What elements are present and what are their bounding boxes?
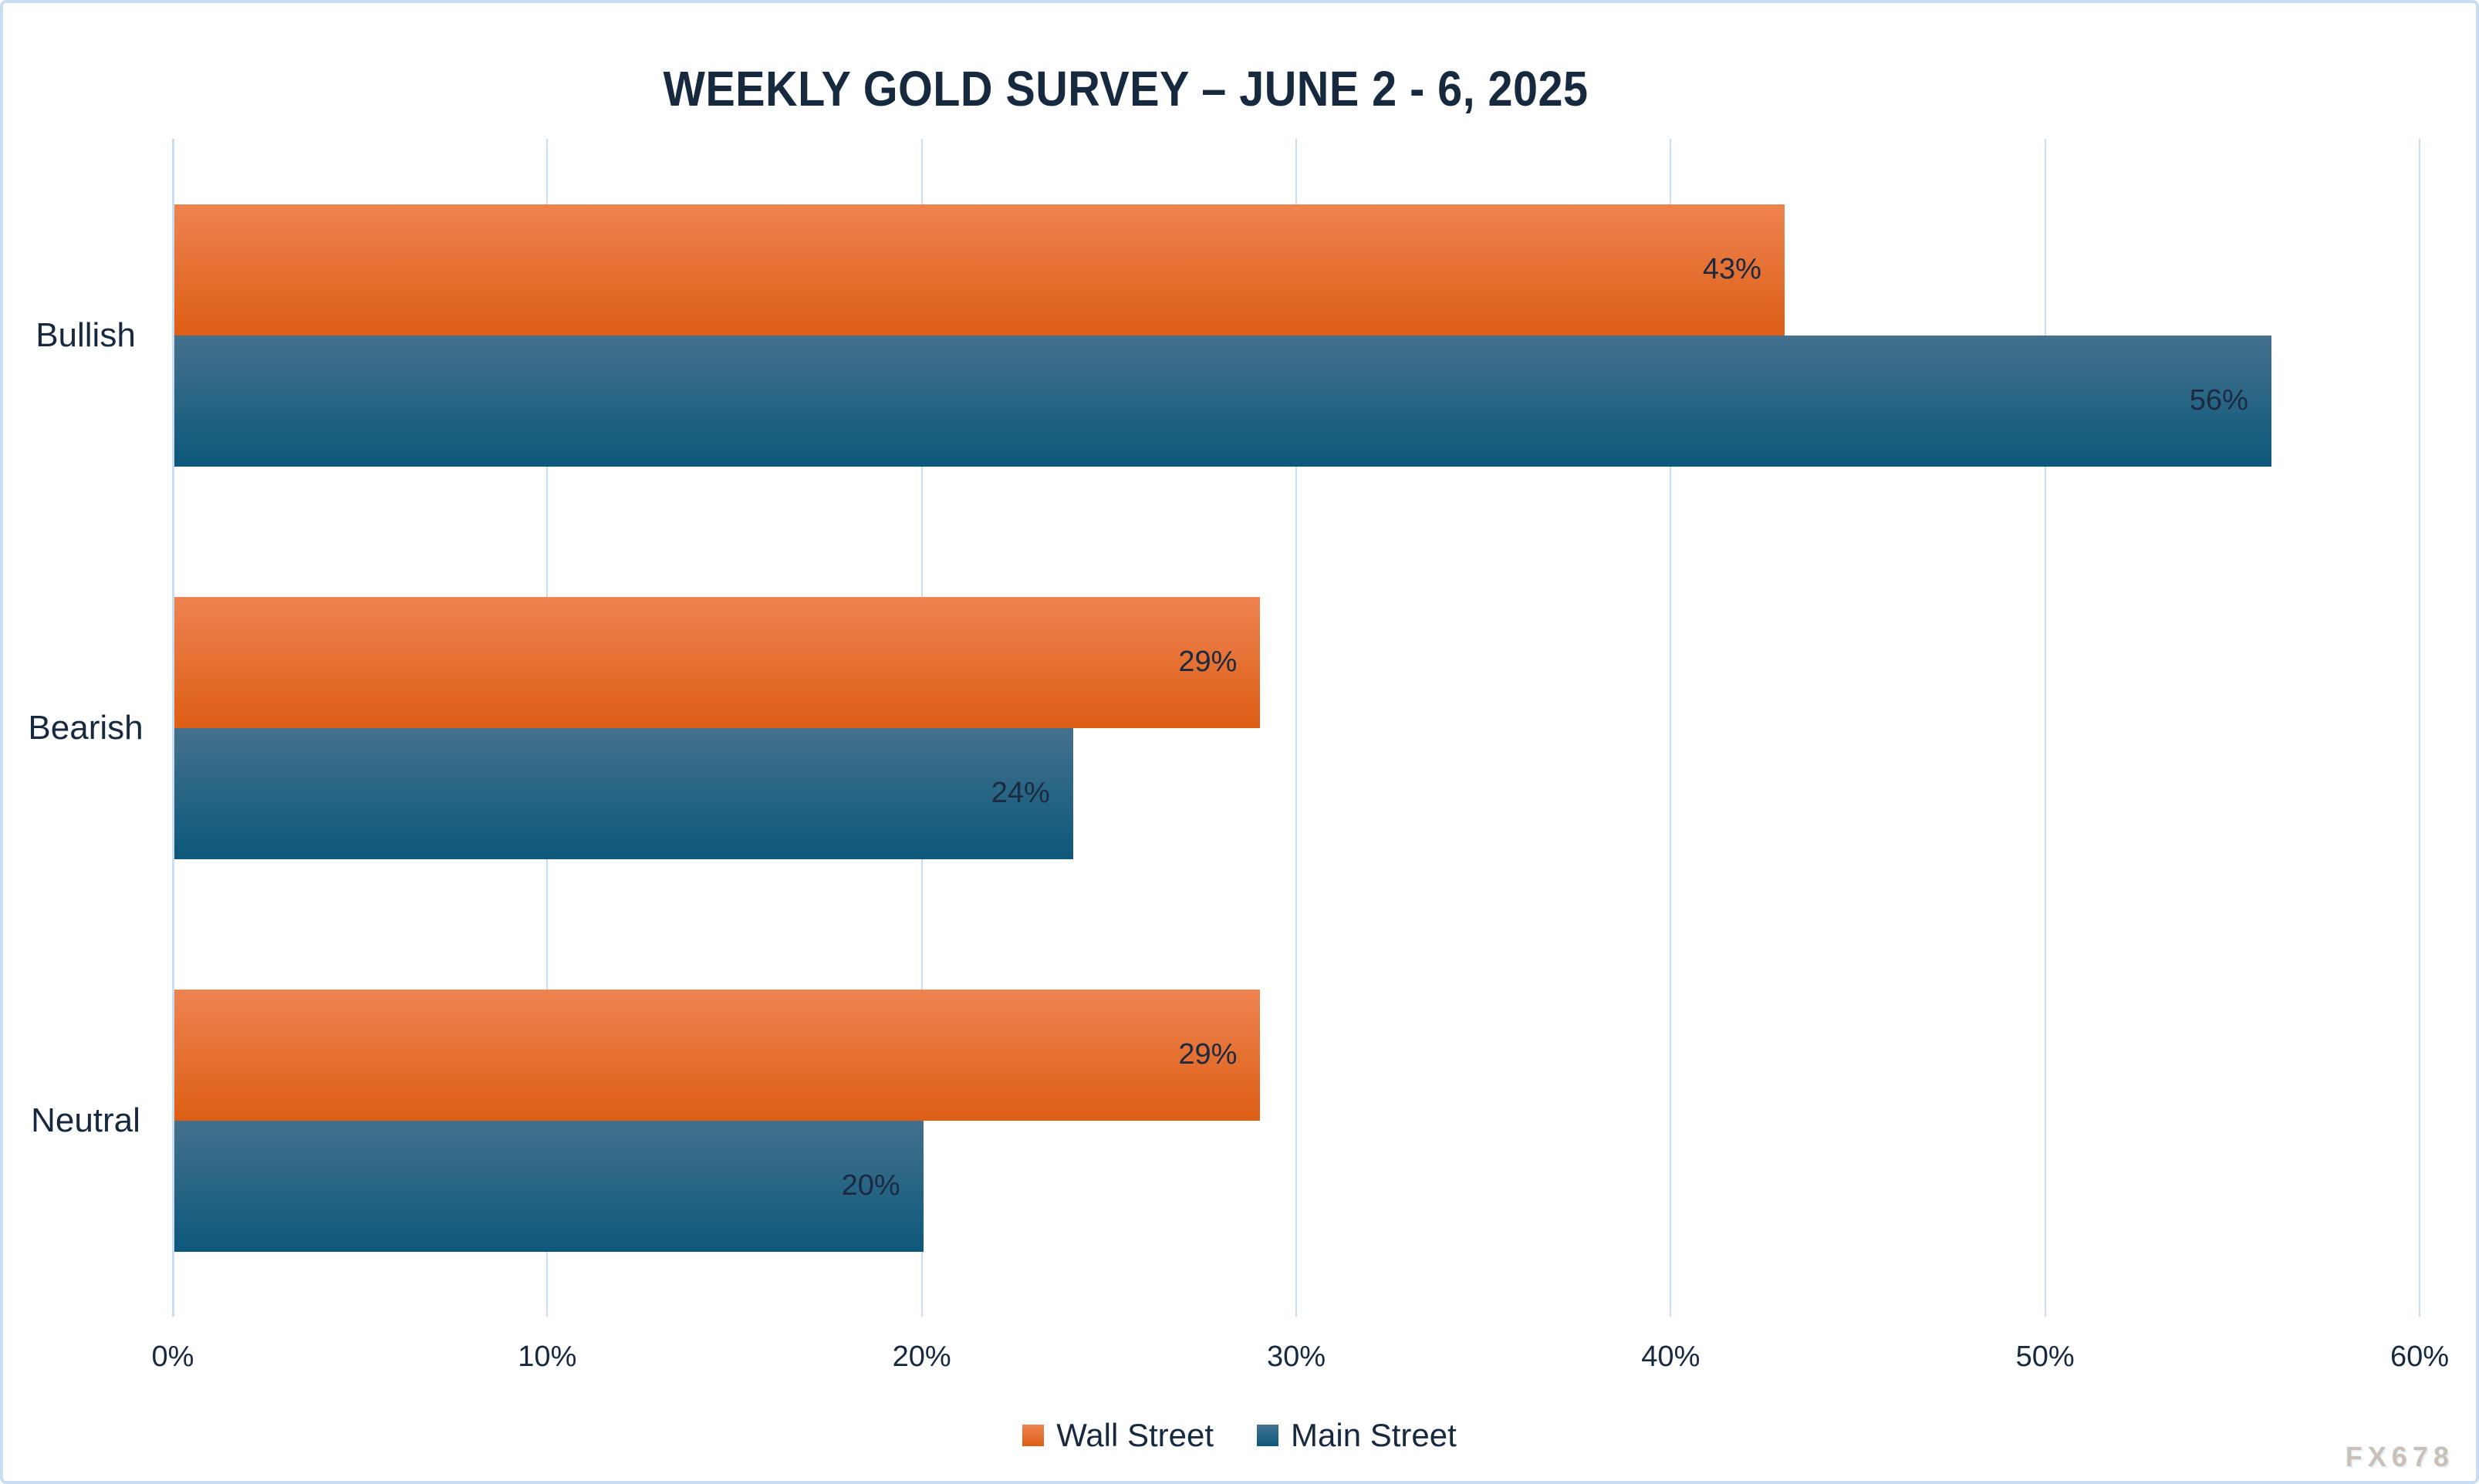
x-tick-label: 20%	[892, 1341, 951, 1373]
legend-label: Wall Street	[1056, 1417, 1214, 1453]
legend-swatch	[1022, 1425, 1045, 1446]
bar-wall-street: 29%	[174, 989, 1261, 1121]
plot-area: 0% 10% 20% 30% 40% 50% 60% Bullish 43% 56% Bearish…	[3, 3, 2476, 1481]
bar-value-label: 29%	[1178, 1038, 1238, 1071]
gridline	[2044, 139, 2046, 1317]
legend-swatch	[1257, 1425, 1279, 1446]
chart-title: WEEKLY GOLD SURVEY – JUNE 2 - 6, 2025	[663, 61, 1589, 116]
bar-value-label: 43%	[1702, 253, 1761, 285]
category-label: Bullish	[35, 315, 136, 354]
x-tick-label: 30%	[1266, 1341, 1326, 1373]
category-label: Neutral	[31, 1101, 140, 1139]
watermark: FX678	[2345, 1441, 2454, 1472]
bar-wall-street: 29%	[174, 596, 1261, 728]
legend: Wall Street Main Street	[3, 1417, 2476, 1454]
x-tick-label: 60%	[2389, 1341, 2450, 1373]
bar-value-label: 56%	[2189, 384, 2248, 417]
bar-value-label: 24%	[991, 777, 1050, 809]
x-tick-label: 50%	[2015, 1341, 2075, 1373]
bar-main-street: 20%	[174, 1120, 924, 1252]
x-tick-label: 40%	[1641, 1341, 1701, 1373]
x-tick-label: 10%	[518, 1341, 577, 1373]
gridline	[1670, 139, 1672, 1317]
bar-wall-street: 43%	[174, 204, 1785, 336]
bar-value-label: 20%	[841, 1169, 900, 1202]
gridline	[1295, 139, 1297, 1317]
bar-main-street: 56%	[174, 335, 2271, 467]
y-axis-line	[171, 139, 174, 1317]
x-tick-label: 0%	[151, 1341, 194, 1373]
legend-item-wall-street: Wall Street	[1022, 1417, 1214, 1454]
legend-item-main-street: Main Street	[1257, 1417, 1457, 1454]
gridline	[2419, 139, 2420, 1317]
legend-label: Main Street	[1291, 1417, 1457, 1453]
category-label: Bearish	[28, 708, 144, 747]
bar-main-street: 24%	[174, 727, 1073, 859]
bar-value-label: 29%	[1178, 646, 1238, 678]
